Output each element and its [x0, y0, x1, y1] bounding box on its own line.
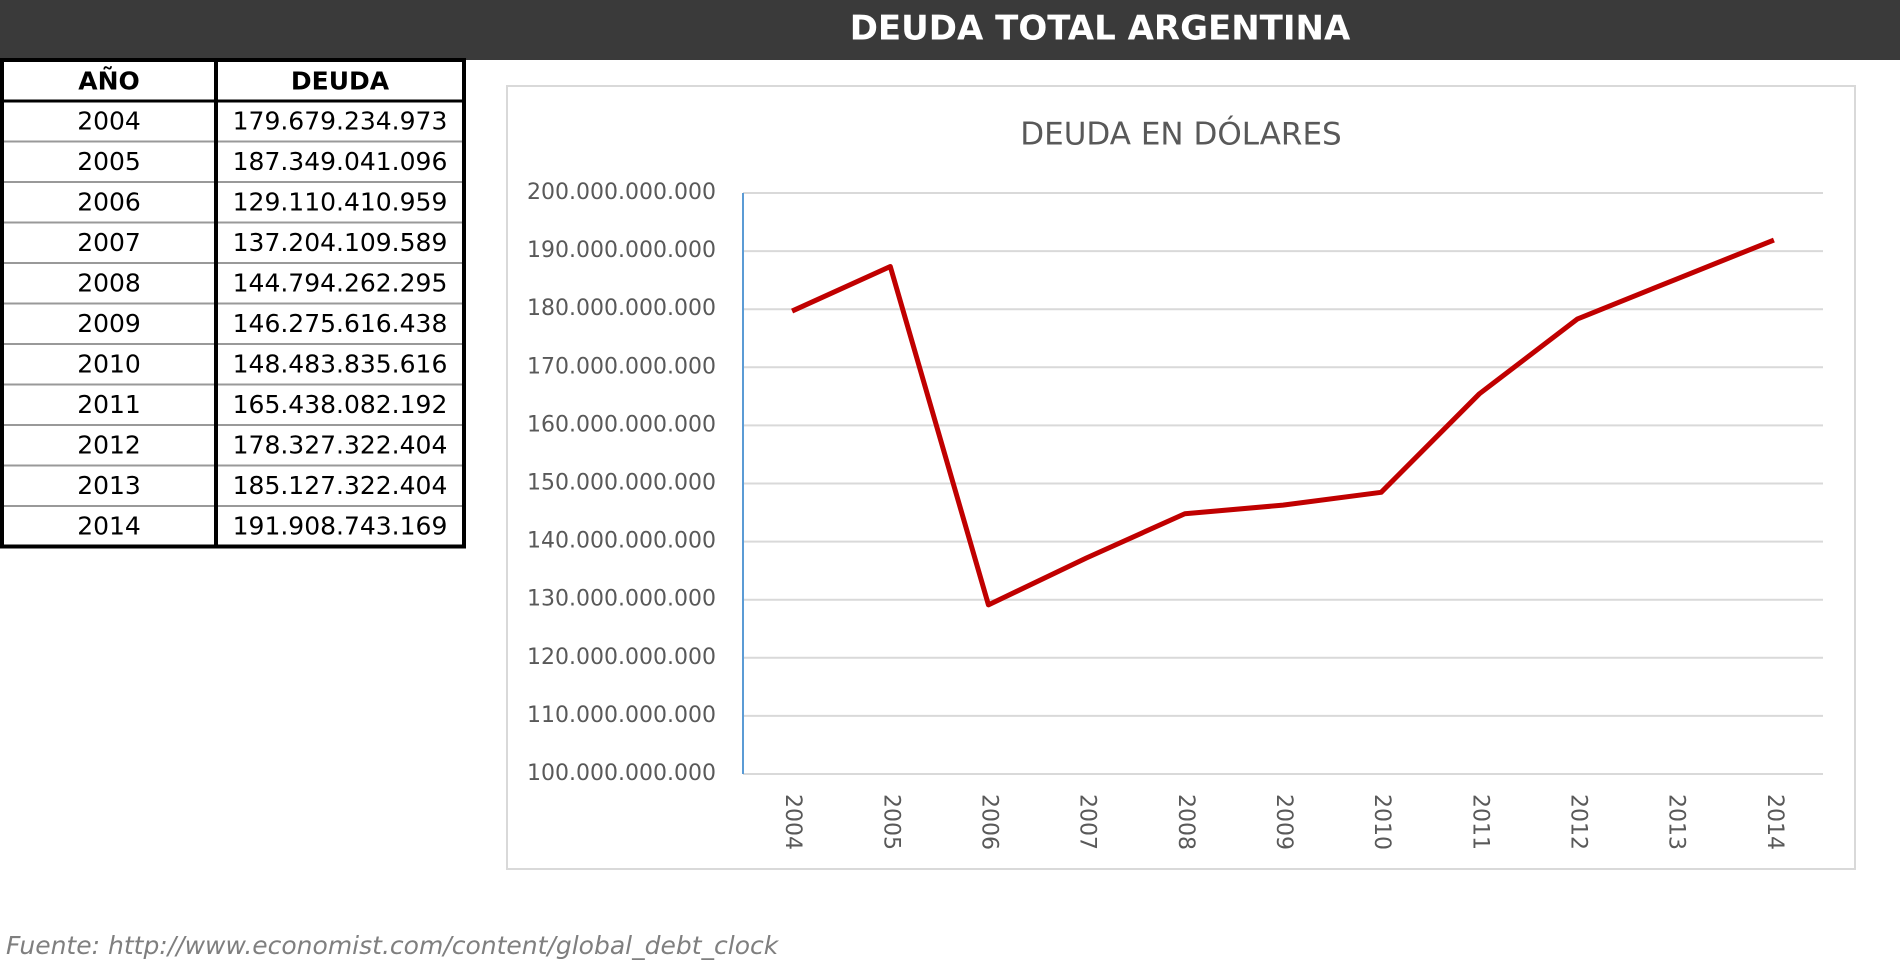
y-tick-label: 170.000.000.000 [527, 354, 716, 379]
table-cell: 2014 [77, 511, 141, 540]
y-tick-label: 110.000.000.000 [527, 703, 716, 728]
chart-title: DEUDA EN DÓLARES [1020, 116, 1341, 153]
table-cell: 178.327.322.404 [233, 430, 448, 459]
y-tick-label: 200.000.000.000 [527, 180, 716, 205]
header-title: DEUDA TOTAL ARGENTINA [850, 9, 1351, 49]
table-cell: 187.349.041.096 [233, 147, 448, 176]
header-bar [0, 0, 1900, 60]
table-cell: 144.794.262.295 [233, 268, 448, 297]
table-cell: 165.438.082.192 [233, 390, 448, 419]
y-tick-label: 130.000.000.000 [527, 587, 716, 612]
table-cell: 179.679.234.973 [233, 106, 448, 135]
x-tick-label: 2008 [1173, 794, 1198, 850]
x-tick-label: 2014 [1762, 794, 1787, 850]
table-cell: 2012 [77, 430, 141, 459]
table-cell: 2011 [77, 390, 141, 419]
x-tick-label: 2013 [1664, 794, 1689, 850]
y-tick-label: 180.000.000.000 [527, 296, 716, 321]
table-cell: 2005 [77, 147, 141, 176]
table-cell: 2009 [77, 309, 141, 338]
x-tick-label: 2010 [1369, 794, 1394, 850]
x-tick-label: 2007 [1075, 794, 1100, 850]
table-cell: 2010 [77, 349, 141, 378]
y-tick-label: 100.000.000.000 [527, 761, 716, 786]
table-cell: 148.483.835.616 [233, 349, 448, 378]
x-tick-label: 2012 [1566, 794, 1591, 850]
y-tick-label: 160.000.000.000 [527, 412, 716, 437]
x-tick-label: 2004 [780, 794, 805, 850]
table-header: AÑO [78, 67, 140, 96]
y-tick-label: 150.000.000.000 [527, 471, 716, 496]
table-cell: 2004 [77, 106, 141, 135]
y-tick-label: 120.000.000.000 [527, 645, 716, 670]
table-cell: 2013 [77, 471, 141, 500]
y-tick-label: 140.000.000.000 [527, 529, 716, 554]
table-cell: 191.908.743.169 [233, 511, 448, 540]
table-cell: 129.110.410.959 [233, 187, 448, 216]
table-cell: 146.275.616.438 [233, 309, 448, 338]
x-tick-label: 2011 [1467, 794, 1492, 850]
table-cell: 137.204.109.589 [233, 228, 448, 257]
table-border [0, 58, 466, 549]
table-header: DEUDA [291, 67, 390, 96]
table-cell: 2008 [77, 268, 141, 297]
source-note: Fuente: http://www.economist.com/content… [6, 931, 780, 960]
x-tick-label: 2009 [1271, 794, 1296, 850]
table-cell: 2007 [77, 228, 141, 257]
table-cell: 2006 [77, 187, 141, 216]
data-line [791, 237, 1775, 608]
x-tick-label: 2005 [878, 794, 903, 850]
chart-frame [506, 85, 1856, 870]
table-cell: 185.127.322.404 [233, 471, 448, 500]
y-tick-label: 190.000.000.000 [527, 238, 716, 263]
x-tick-label: 2006 [976, 794, 1001, 850]
